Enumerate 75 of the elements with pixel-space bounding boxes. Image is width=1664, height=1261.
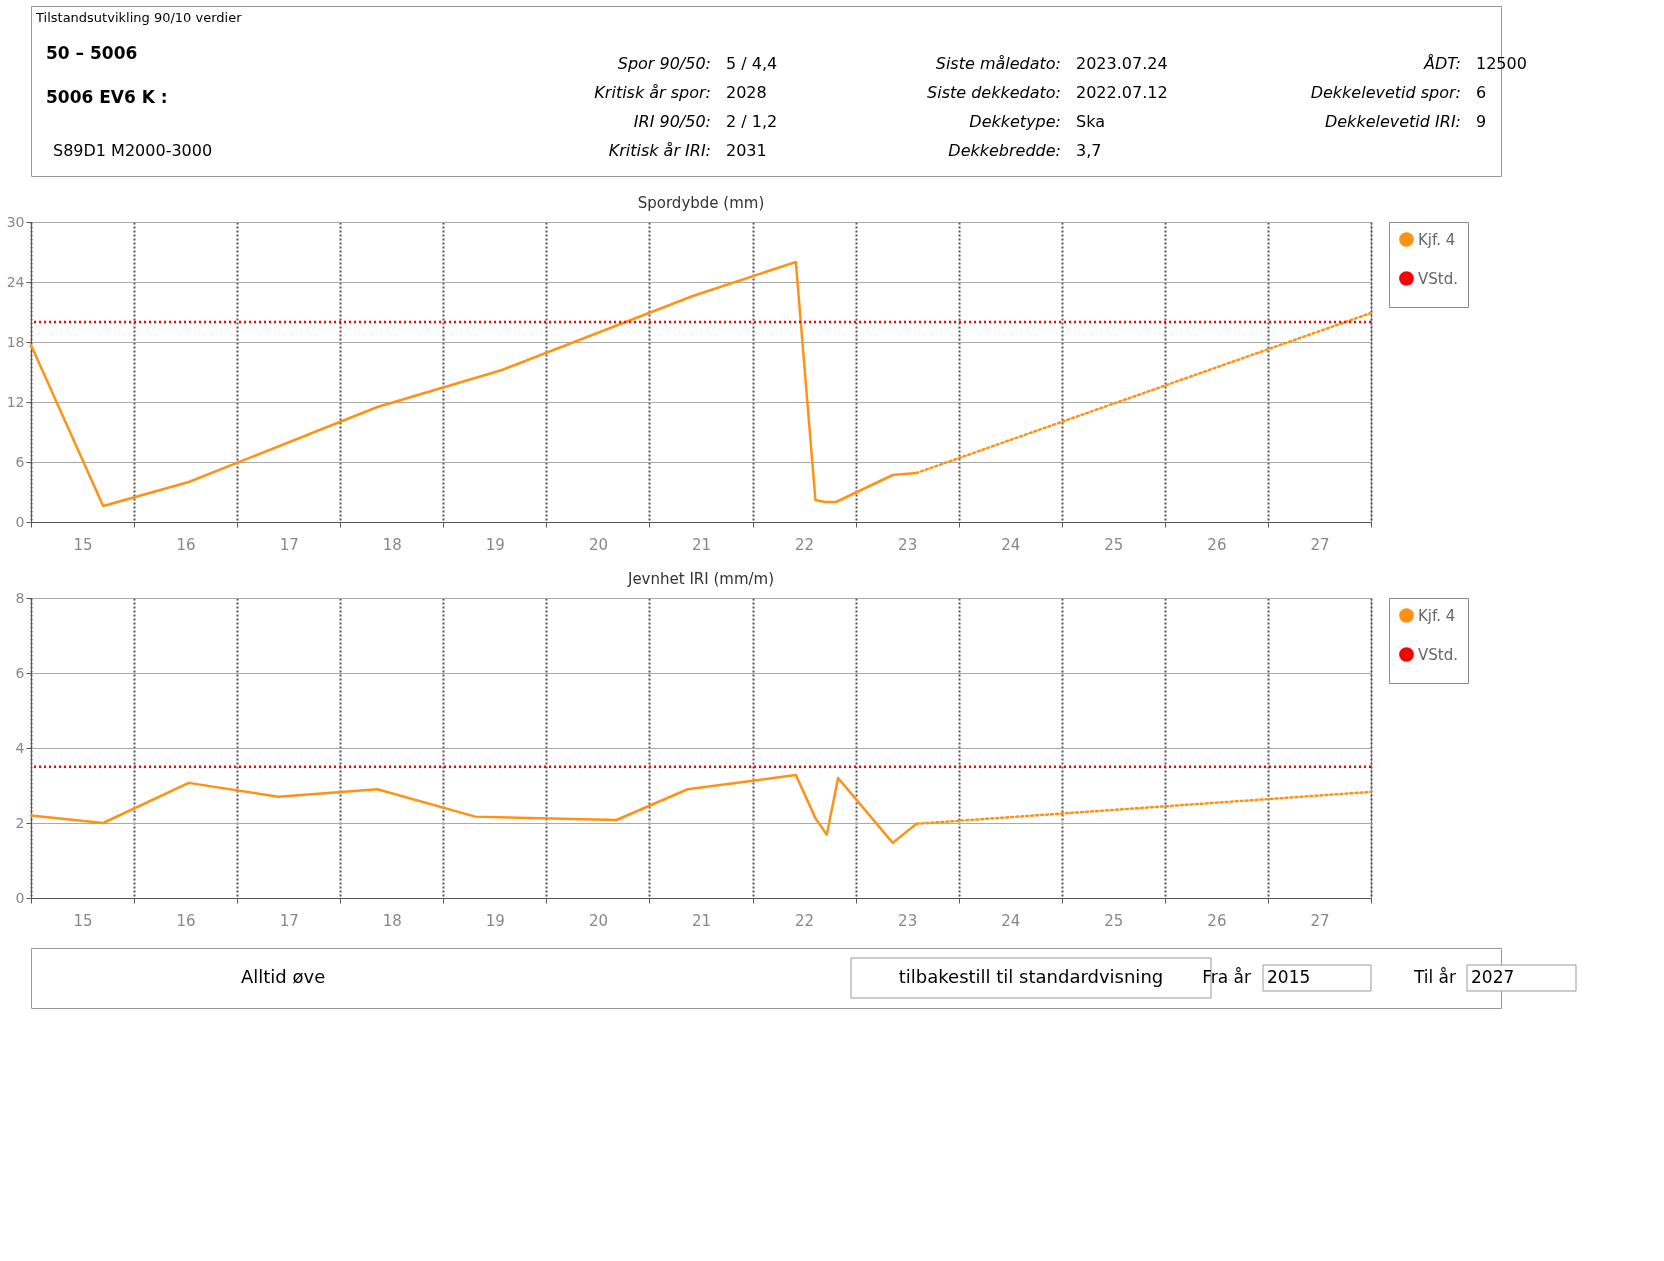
y-tick-label: 18	[6, 333, 25, 350]
x-tick-label: 24	[1001, 535, 1021, 554]
y-tick-label: 6	[15, 453, 25, 470]
chart-title: Jevnhet IRI (mm/m)	[626, 570, 775, 588]
x-tick-label: 24	[1001, 911, 1021, 930]
x-tick-label: 22	[795, 535, 815, 554]
x-tick-label: 16	[176, 911, 196, 930]
x-tick-label: 21	[691, 911, 712, 930]
text: Kritisk år IRI:	[608, 141, 711, 160]
text: 5006 EV6 K :	[46, 87, 168, 107]
x-tick-label: 15	[73, 911, 93, 930]
text: Siste måledato:	[935, 54, 1061, 73]
x-tick-label: 19	[485, 535, 505, 554]
text: 2028	[726, 83, 767, 102]
y-tick-label: 30	[6, 213, 25, 230]
y-tick-label: 2	[15, 814, 25, 831]
x-tick-label: 20	[588, 911, 608, 930]
x-tick-label: 26	[1207, 535, 1227, 554]
x-tick-label: 25	[1104, 911, 1124, 930]
x-tick-label: 21	[691, 535, 712, 554]
legend-label: Kjf. 4	[1418, 230, 1456, 249]
text: 2023.07.24	[1076, 54, 1168, 73]
x-tick-label: 19	[485, 911, 505, 930]
text: Kritisk år spor:	[594, 83, 711, 102]
text: ÅDT:	[1423, 54, 1461, 73]
text: Dekketype:	[969, 112, 1061, 131]
y-tick-label: 0	[15, 513, 25, 530]
text: Dekkelevetid spor:	[1310, 83, 1461, 102]
text: 5 / 4,4	[726, 54, 778, 73]
x-tick-label: 17	[279, 535, 299, 554]
text: Alltid øve	[241, 966, 326, 987]
x-tick-label: 17	[279, 911, 299, 930]
text: Tilstandsutvikling 90/10 verdier	[35, 10, 243, 25]
text: 2027	[1471, 967, 1515, 987]
x-tick-label: 18	[382, 911, 402, 930]
text: 6	[1476, 83, 1487, 102]
text: Siste dekkedato:	[927, 83, 1061, 102]
y-tick-label: 0	[15, 889, 25, 906]
text: 9	[1476, 112, 1487, 131]
text: 2 / 1,2	[726, 112, 778, 131]
y-tick-label: 8	[15, 589, 25, 606]
text: Ska	[1076, 112, 1105, 131]
text: tilbakestill til standardvisning	[898, 966, 1164, 987]
x-tick-label: 23	[898, 535, 918, 554]
legend-label: VStd.	[1418, 645, 1458, 664]
x-tick-label: 15	[73, 535, 93, 554]
text: 2022.07.12	[1076, 83, 1168, 102]
chart-title: Spordybde (mm)	[637, 194, 765, 212]
text: Spor 90/50:	[617, 54, 711, 73]
x-tick-label: 26	[1207, 911, 1227, 930]
x-tick-label: 16	[176, 535, 196, 554]
text: 3,7	[1076, 141, 1102, 160]
text: Dekkelevetid IRI:	[1324, 112, 1461, 131]
text: 50 – 5006	[46, 43, 138, 63]
text: Fra år	[1202, 967, 1251, 987]
legend-label: Kjf. 4	[1418, 606, 1456, 625]
text: 12500	[1476, 54, 1527, 73]
text: 2015	[1267, 967, 1311, 987]
y-tick-label: 6	[15, 664, 25, 681]
x-tick-label: 27	[1310, 535, 1330, 554]
text: IRI 90/50:	[633, 112, 711, 131]
text: Dekkebredde:	[948, 141, 1061, 160]
y-tick-label: 12	[6, 393, 25, 410]
x-tick-label: 23	[898, 911, 918, 930]
text: S89D1 M2000-3000	[53, 141, 213, 160]
x-tick-label: 18	[382, 535, 402, 554]
x-tick-label: 27	[1310, 911, 1330, 930]
legend-label: VStd.	[1418, 269, 1458, 288]
text: Til år	[1412, 967, 1456, 987]
y-tick-label: 24	[6, 273, 25, 290]
text: 2031	[726, 141, 767, 160]
x-tick-label: 20	[588, 535, 608, 554]
x-tick-label: 22	[795, 911, 815, 930]
x-tick-label: 25	[1104, 535, 1124, 554]
y-tick-label: 4	[15, 739, 25, 756]
